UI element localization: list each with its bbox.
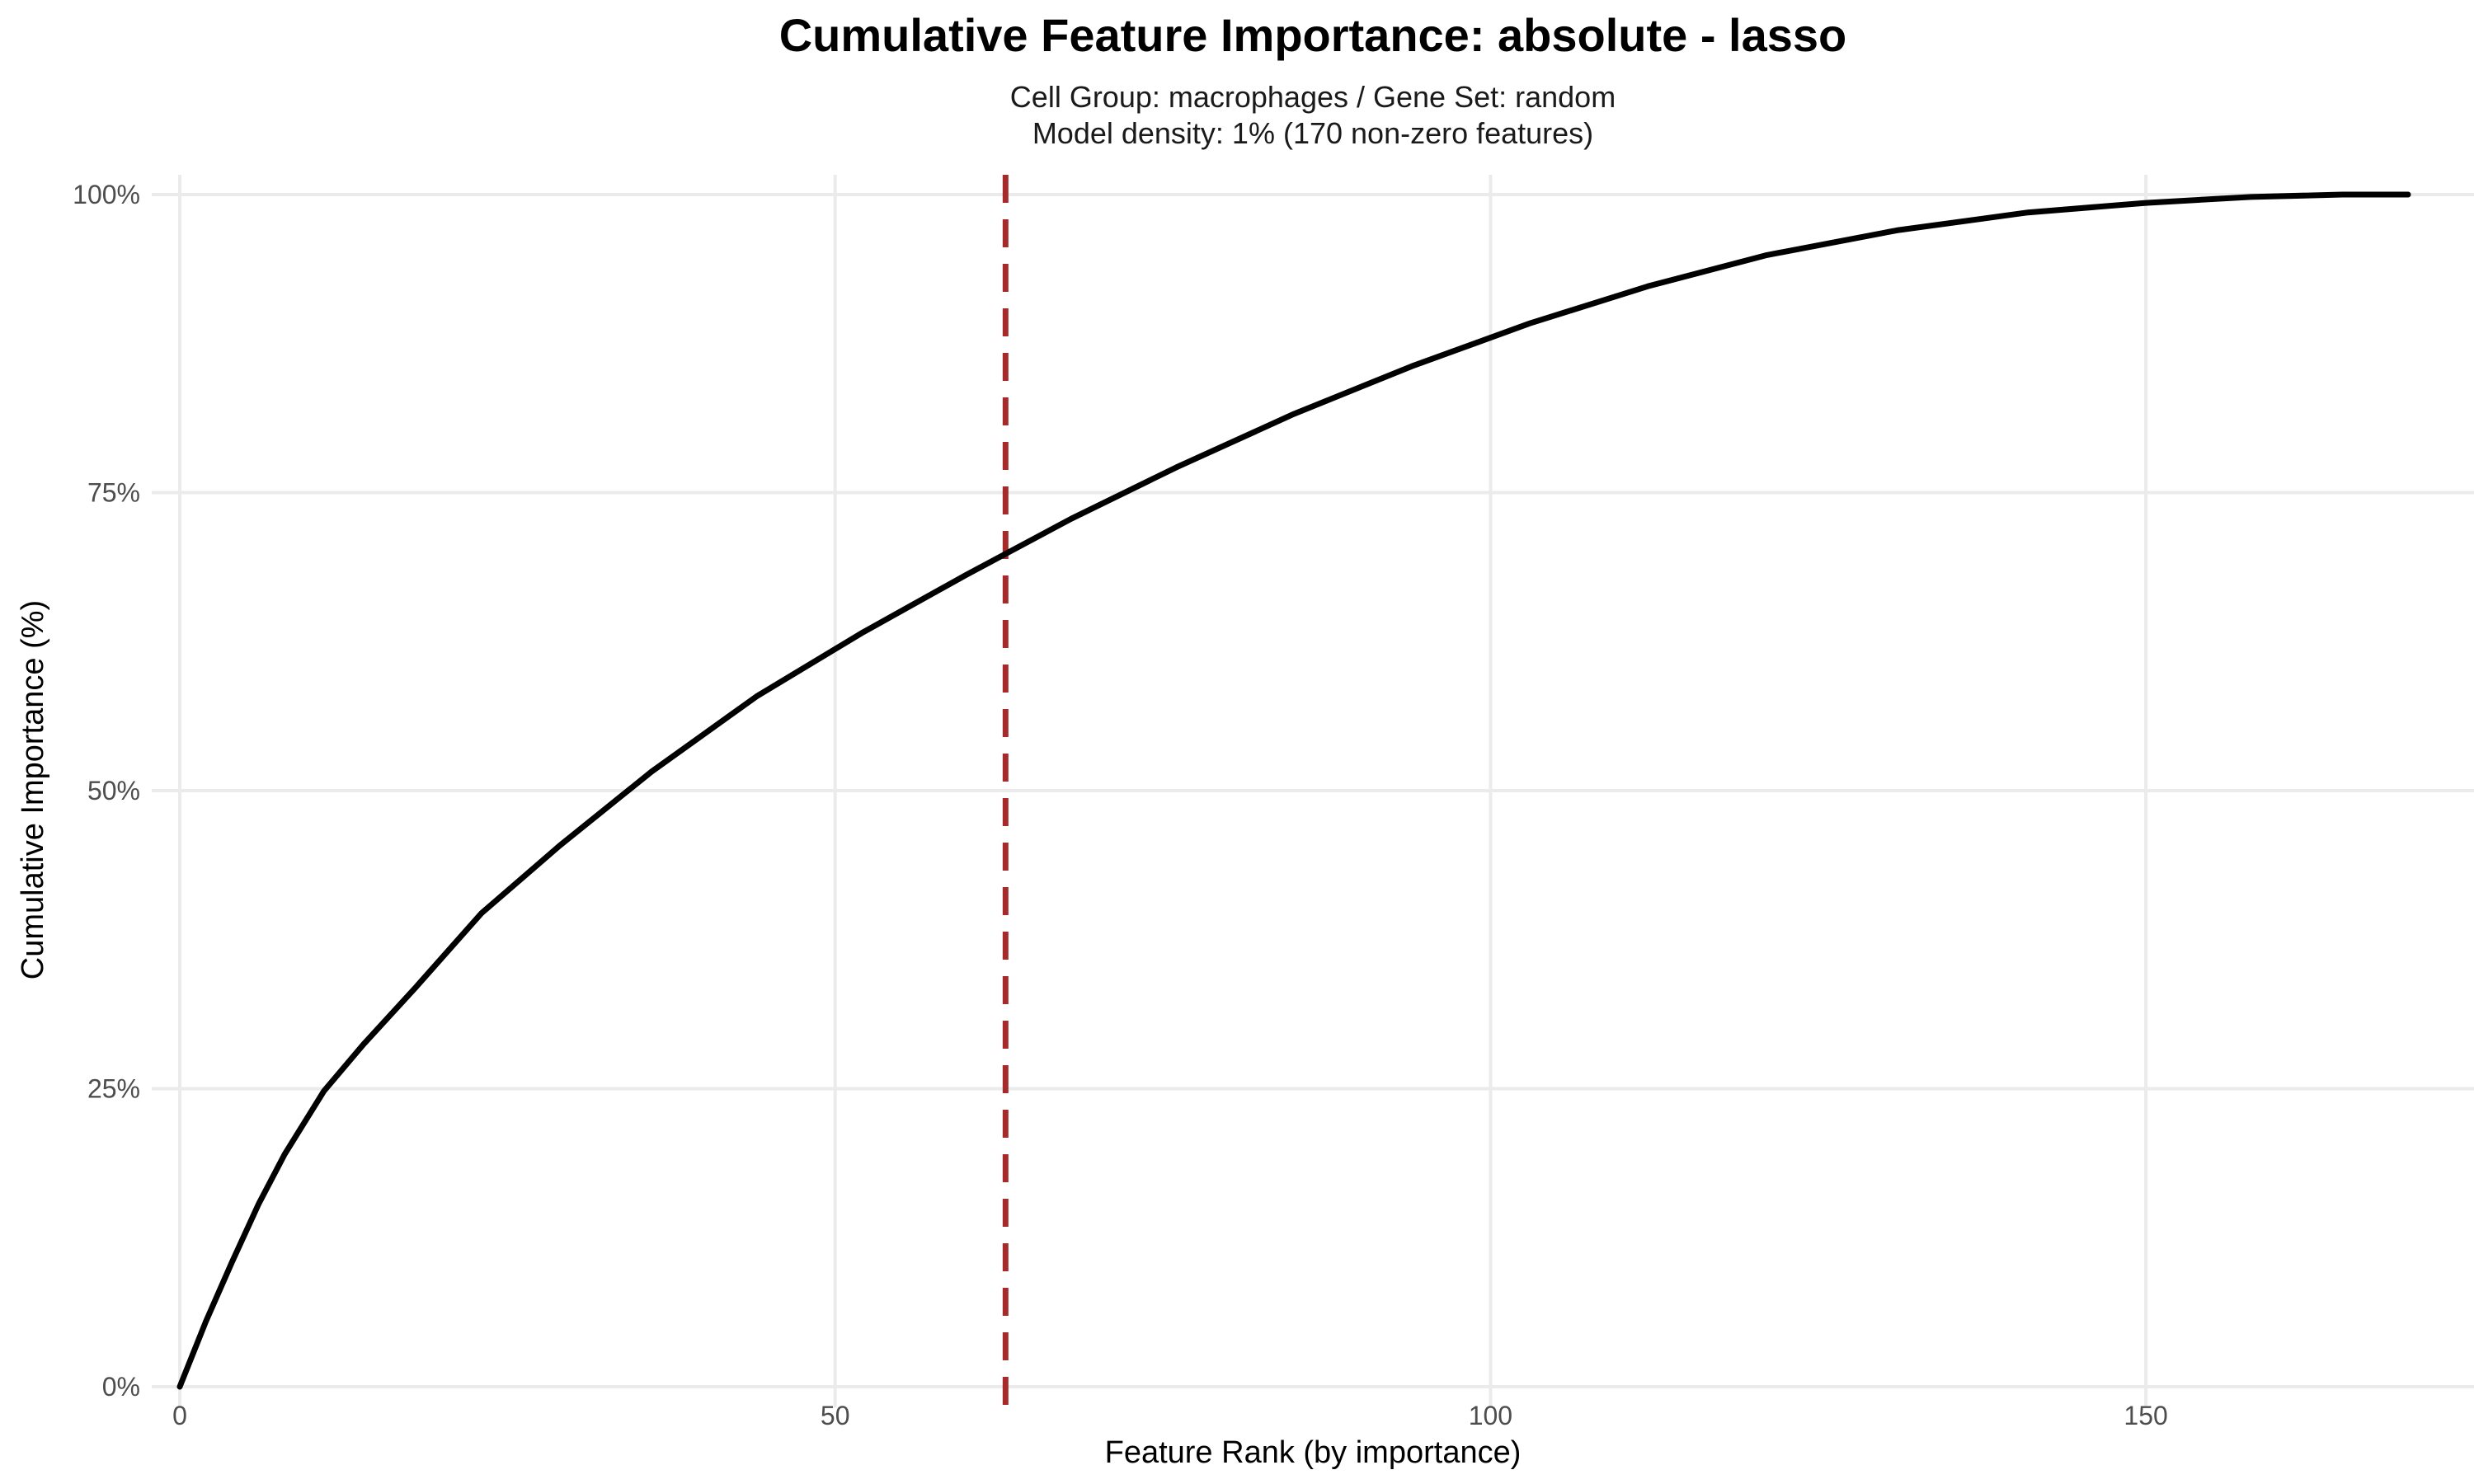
y-tick-label: 50% — [87, 776, 140, 805]
y-axis-title: Cumulative Importance (%) — [16, 600, 50, 979]
y-tick-label: 100% — [73, 180, 140, 209]
y-tick-label: 0% — [102, 1372, 140, 1402]
chart-title: Cumulative Feature Importance: absolute … — [779, 9, 1847, 61]
x-tick-label: 50 — [821, 1401, 850, 1430]
y-tick-label: 25% — [87, 1074, 140, 1104]
series — [176, 191, 2411, 1390]
x-axis-title: Feature Rank (by importance) — [1105, 1435, 1522, 1470]
x-tick-label: 150 — [2124, 1401, 2167, 1430]
chart-subtitle-line-1: Cell Group: macrophages / Gene Set: rand… — [1010, 80, 1616, 114]
x-axis-ticks: 0 50 100 150 — [172, 1401, 2168, 1430]
y-axis-ticks: 0% 25% 50% 75% 100% — [73, 180, 140, 1402]
grid — [152, 175, 2474, 1407]
y-tick-label: 75% — [87, 478, 140, 508]
cumulative-importance-line — [176, 191, 2411, 1390]
x-tick-label: 100 — [1469, 1401, 1512, 1430]
x-tick-label: 0 — [172, 1401, 187, 1430]
chart-subtitle-line-2: Model density: 1% (170 non-zero features… — [1032, 116, 1593, 150]
